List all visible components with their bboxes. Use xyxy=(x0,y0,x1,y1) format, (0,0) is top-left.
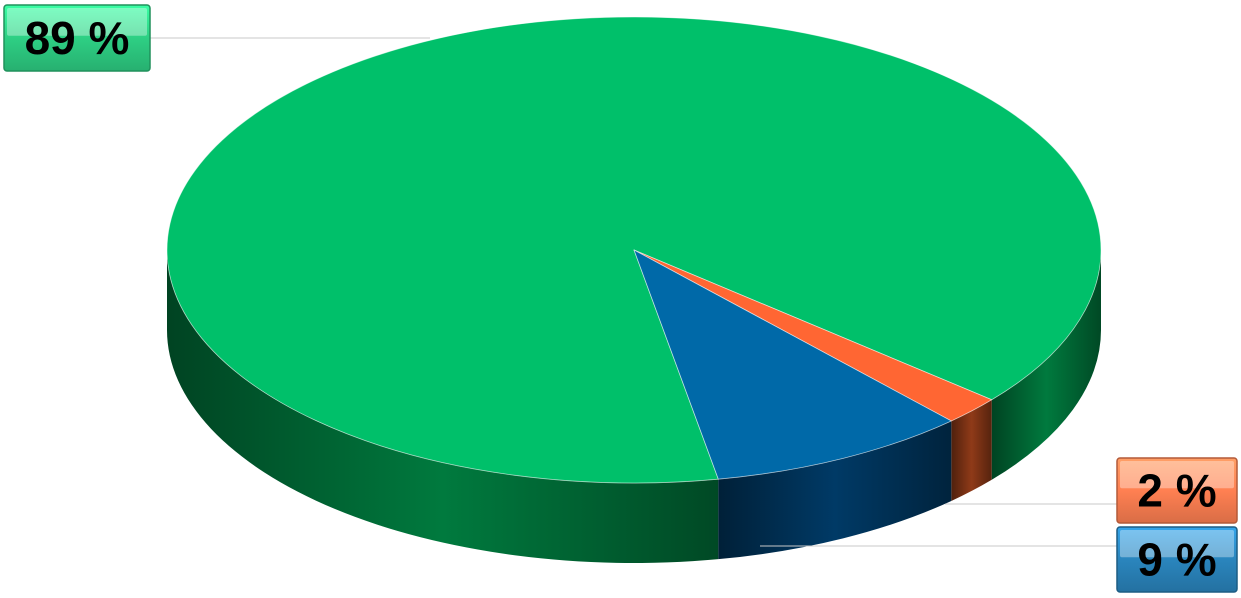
data-label-gloss xyxy=(1120,461,1234,489)
data-label-slice-0: 89 % xyxy=(3,4,151,72)
pie-side-slice-2 xyxy=(718,420,952,560)
pie-side-slice-0 xyxy=(167,250,719,563)
pie-side-slice-0 xyxy=(991,250,1101,480)
data-label-text: 9 % xyxy=(1137,534,1216,586)
data-label-slice-1: 2 % xyxy=(1116,457,1238,524)
data-label-box xyxy=(1116,457,1238,524)
pie-slice-2 xyxy=(633,249,952,480)
data-labels: 89 % 2 % 9 % xyxy=(3,4,1238,593)
data-label-box xyxy=(1116,526,1238,593)
data-label-box xyxy=(3,4,151,72)
leader-lines xyxy=(150,37,1117,547)
data-label-text: 2 % xyxy=(1137,465,1216,517)
data-label-gloss xyxy=(7,8,147,36)
data-label-slice-2: 9 % xyxy=(1116,526,1238,593)
pie-tops xyxy=(166,16,1102,484)
data-label-gloss xyxy=(1120,530,1234,558)
data-label-text: 89 % xyxy=(25,12,130,64)
pie-sides xyxy=(167,250,1101,563)
pie-side-slice-1 xyxy=(951,399,992,501)
